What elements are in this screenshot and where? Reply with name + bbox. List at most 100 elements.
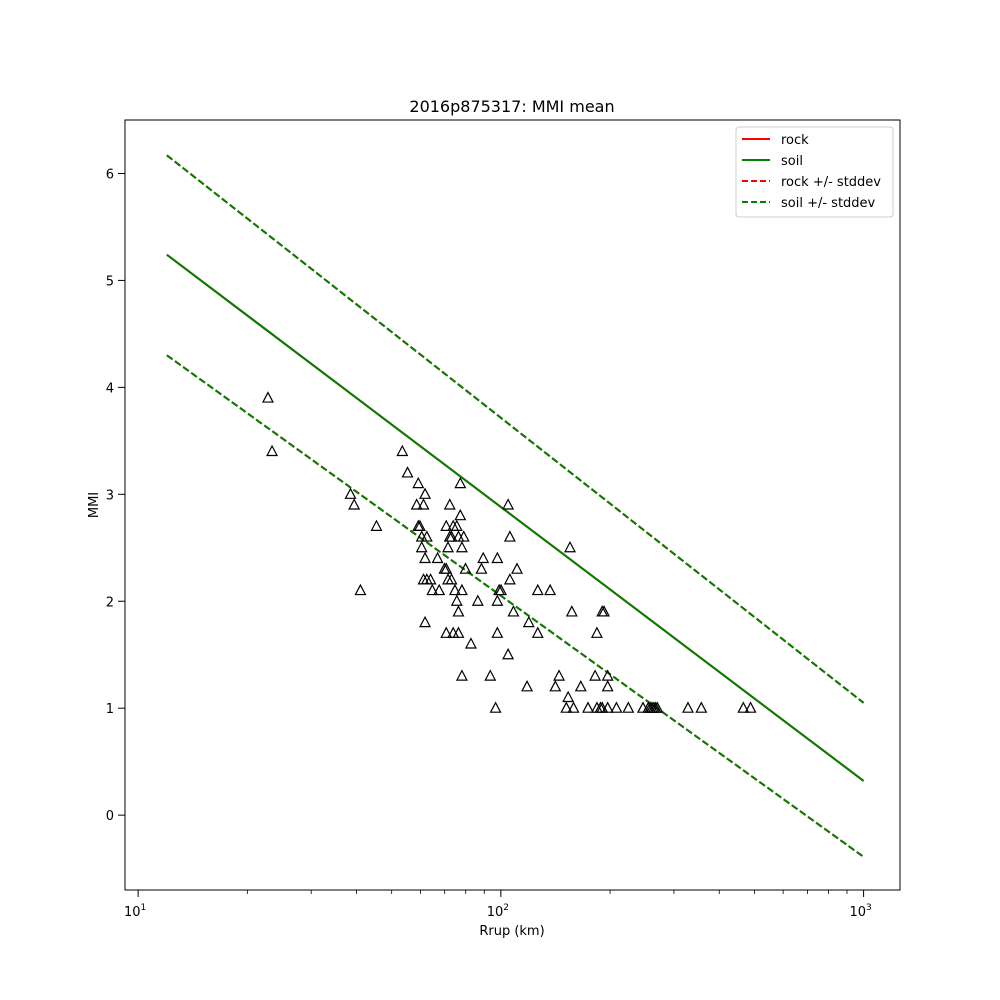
observation-point-41 — [452, 626, 465, 638]
observation-point-74 — [560, 701, 573, 713]
observation-point-60 — [495, 583, 508, 596]
observation-point-81 — [589, 669, 602, 681]
y-tick-label-0: 0 — [106, 809, 114, 824]
observation-point-24 — [433, 583, 446, 596]
observation-point-79 — [574, 680, 587, 692]
observation-point-67 — [521, 680, 534, 692]
observation-point-45 — [455, 540, 468, 553]
y-tick-label-1: 1 — [106, 702, 114, 717]
observation-point-58 — [491, 594, 504, 606]
observation-point-103 — [744, 701, 757, 713]
observation-point-49 — [459, 562, 472, 574]
soil-line — [166, 253, 865, 782]
legend-label-2: rock +/- stddev — [781, 175, 881, 190]
observation-point-5 — [370, 519, 383, 531]
observation-point-101 — [695, 701, 708, 713]
observation-point-0 — [261, 391, 274, 403]
x-axis-label: Rrup (km) — [479, 924, 544, 939]
observation-point-46 — [455, 583, 468, 596]
observation-point-57 — [491, 626, 504, 638]
observation-point-87 — [598, 605, 611, 617]
observation-point-80 — [582, 701, 595, 713]
observation-point-38 — [450, 519, 463, 531]
observation-point-27 — [440, 519, 453, 531]
observation-point-26 — [440, 562, 453, 574]
observation-point-2 — [344, 487, 357, 499]
plot-area: 101 102 103 0 1 2 3 4 5 6 — [106, 119, 901, 920]
observation-point-78 — [567, 701, 580, 713]
observation-point-28 — [442, 540, 455, 553]
observation-point-8 — [410, 498, 423, 510]
lines-layer — [166, 154, 865, 858]
observation-point-68 — [522, 615, 535, 628]
observation-point-65 — [507, 605, 520, 617]
observation-point-62 — [502, 647, 515, 660]
observation-point-90 — [601, 701, 614, 713]
observation-point-48 — [457, 530, 470, 542]
observation-point-9 — [412, 476, 425, 489]
chart-title: 2016p875317: MMI mean — [409, 97, 614, 116]
observation-point-7 — [401, 466, 414, 478]
observation-points — [261, 391, 757, 713]
observation-point-70 — [531, 626, 544, 638]
observation-point-52 — [475, 562, 488, 574]
observation-point-61 — [502, 498, 515, 510]
observation-point-63 — [503, 530, 516, 542]
observation-point-3 — [348, 498, 361, 510]
x-tick-label-1: 102 — [487, 903, 509, 920]
legend-label-3: soil +/- stddev — [781, 196, 876, 211]
observation-point-16 — [419, 487, 432, 499]
observation-point-37 — [448, 583, 461, 596]
observation-point-91 — [610, 701, 623, 713]
plot-frame — [124, 119, 901, 891]
legend: rock soil rock +/- stddev soil +/- stddev — [735, 126, 894, 218]
observation-point-23 — [431, 551, 444, 564]
observation-point-4 — [354, 583, 367, 596]
soil-stddev-lower-line — [166, 354, 865, 858]
observation-point-43 — [454, 476, 467, 489]
observation-point-1 — [266, 444, 279, 457]
observation-point-73 — [553, 669, 566, 681]
y-tick-label-4: 4 — [106, 381, 114, 396]
observation-point-18 — [419, 615, 432, 628]
observation-point-50 — [464, 637, 477, 649]
observation-point-71 — [544, 583, 557, 596]
observation-point-20 — [419, 551, 432, 564]
observation-point-21 — [424, 573, 437, 585]
observation-point-39 — [450, 594, 463, 606]
y-tick-label-5: 5 — [106, 274, 114, 289]
x-tick-label-0: 101 — [124, 903, 146, 920]
observation-point-51 — [471, 594, 484, 606]
observation-point-77 — [565, 605, 578, 617]
observation-point-75 — [562, 690, 575, 703]
observation-point-66 — [511, 562, 524, 574]
legend-box — [735, 126, 894, 218]
observation-point-99 — [651, 701, 664, 713]
legend-label-0: rock — [781, 133, 809, 148]
observation-point-13 — [415, 540, 428, 553]
observation-point-44 — [454, 508, 467, 521]
observation-point-32 — [443, 498, 456, 510]
observation-point-55 — [489, 701, 502, 713]
observation-point-15 — [417, 498, 430, 510]
observation-point-89 — [601, 680, 614, 692]
observation-point-72 — [549, 680, 562, 692]
observation-point-69 — [531, 583, 544, 596]
observation-point-102 — [737, 701, 750, 713]
observation-point-92 — [622, 701, 635, 713]
y-tick-label-3: 3 — [106, 488, 114, 503]
x-tick-label-2: 103 — [849, 903, 871, 920]
observation-point-17 — [420, 530, 433, 542]
observation-point-54 — [484, 669, 497, 681]
observation-point-64 — [503, 573, 516, 585]
observation-point-56 — [491, 551, 504, 564]
observation-point-47 — [455, 669, 468, 681]
observation-point-100 — [681, 701, 694, 713]
observation-point-33 — [445, 573, 458, 585]
observation-point-42 — [452, 605, 465, 617]
observation-point-34 — [445, 530, 458, 542]
x-axis: 101 102 103 — [124, 890, 872, 920]
soil-stddev-line — [166, 154, 865, 704]
observation-point-6 — [396, 444, 409, 457]
